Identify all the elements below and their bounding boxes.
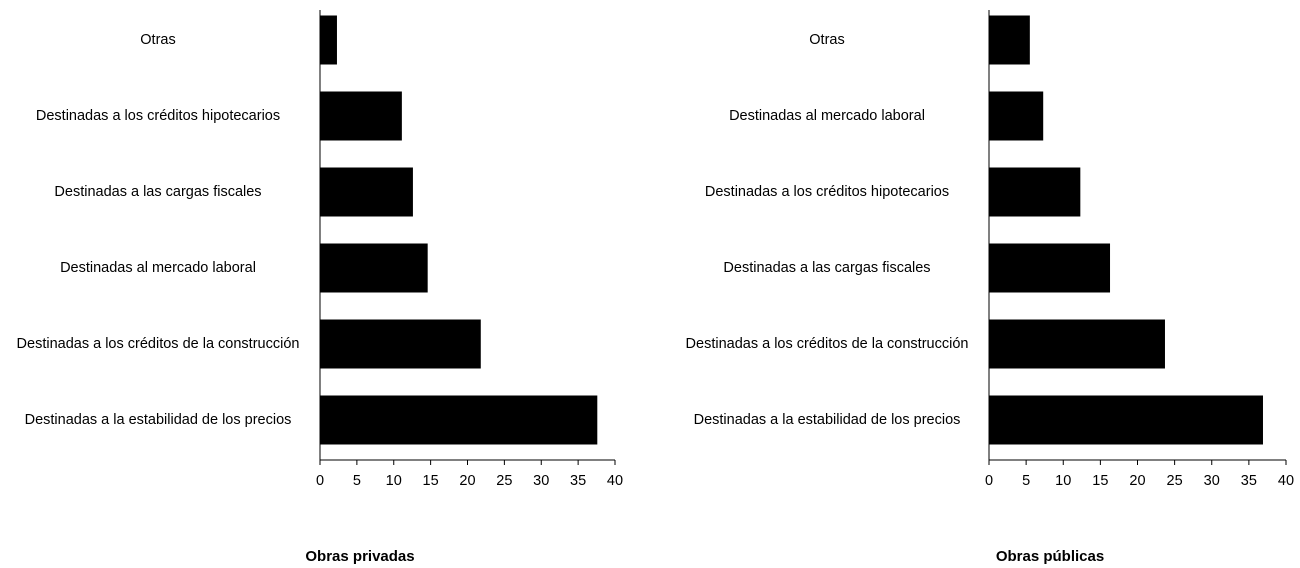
- x-tick-label: 0: [985, 473, 993, 489]
- category-label: Destinadas a la estabilidad de los preci…: [693, 412, 961, 428]
- category-label: Destinadas a las cargas fiscales: [54, 184, 262, 200]
- x-tick-label: 25: [496, 473, 512, 489]
- chart-title: Obras públicas: [996, 548, 1104, 565]
- bar: [989, 15, 1030, 65]
- x-tick-label: 40: [1278, 473, 1294, 489]
- bar: [989, 91, 1044, 141]
- bar: [320, 15, 337, 65]
- category-label: Destinadas a las cargas fiscales: [723, 260, 931, 276]
- bar: [320, 91, 402, 141]
- x-tick-label: 15: [423, 473, 439, 489]
- bar: [320, 167, 413, 217]
- x-tick-label: 0: [316, 473, 324, 489]
- category-label: Otras: [809, 32, 845, 48]
- x-tick-label: 35: [1241, 473, 1257, 489]
- bar: [320, 243, 428, 293]
- x-tick-label: 30: [1204, 473, 1220, 489]
- category-label: Destinadas a los créditos de la construc…: [685, 336, 969, 352]
- x-tick-label: 10: [1055, 473, 1071, 489]
- x-tick-label: 40: [607, 473, 623, 489]
- x-tick-label: 15: [1092, 473, 1108, 489]
- x-tick-label: 20: [1129, 473, 1145, 489]
- chart-title: Obras privadas: [305, 548, 414, 565]
- x-tick-label: 25: [1167, 473, 1183, 489]
- category-label: Destinadas al mercado laboral: [729, 108, 925, 124]
- x-tick-label: 30: [533, 473, 549, 489]
- x-tick-label: 20: [459, 473, 475, 489]
- bar: [989, 243, 1111, 293]
- category-label: Destinadas al mercado laboral: [60, 260, 256, 276]
- category-label: Destinadas a la estabilidad de los preci…: [24, 412, 292, 428]
- bar: [320, 319, 481, 369]
- x-tick-label: 35: [570, 473, 586, 489]
- bar: [320, 395, 598, 445]
- bar: [989, 167, 1081, 217]
- category-label: Destinadas a los créditos hipotecarios: [704, 184, 950, 200]
- bar: [989, 319, 1165, 369]
- x-tick-label: 5: [353, 473, 361, 489]
- category-label: Destinadas a los créditos hipotecarios: [35, 108, 281, 124]
- category-label: Destinadas a los créditos de la construc…: [16, 336, 300, 352]
- bar: [989, 395, 1263, 445]
- x-tick-label: 5: [1022, 473, 1030, 489]
- category-label: Otras: [140, 32, 176, 48]
- x-tick-label: 10: [386, 473, 402, 489]
